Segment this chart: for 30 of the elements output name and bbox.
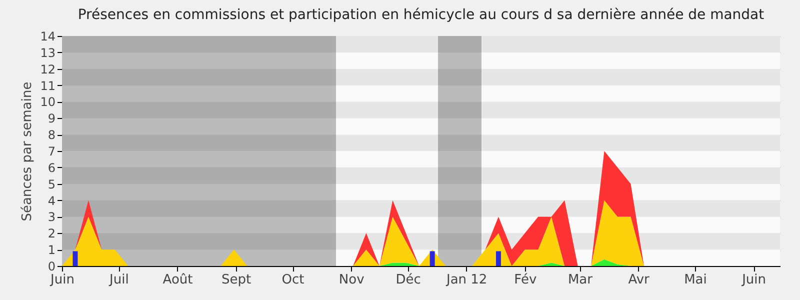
y-tick-label: 1 xyxy=(48,243,56,258)
y-tick-label: 8 xyxy=(48,128,56,142)
y-tick-label: 14 xyxy=(40,30,56,44)
x-tick-label: Avr xyxy=(628,272,650,288)
y-tick-label: 0 xyxy=(48,260,56,274)
y-tick-label: 3 xyxy=(48,210,56,224)
x-tick-label: Oct xyxy=(282,272,304,288)
y-tick-label: 6 xyxy=(48,160,56,175)
y-tick-label: 2 xyxy=(48,226,56,241)
x-tick-label: Mai xyxy=(684,272,707,288)
x-tick-label: Mar xyxy=(568,272,594,288)
x-tick-label: Juin xyxy=(741,272,766,288)
x-tick-label: Nov xyxy=(338,272,365,288)
x-tick-label: Juin xyxy=(50,272,74,288)
x-tick-label: Déc xyxy=(396,272,421,288)
x-tick-label: Sept xyxy=(222,272,252,288)
y-tick-label: 13 xyxy=(40,46,56,60)
y-tick-label: 4 xyxy=(48,194,56,208)
x-tick-label: Jan 12 xyxy=(445,272,488,288)
y-tick-label: 7 xyxy=(48,144,56,158)
y-tick-label: 10 xyxy=(40,95,56,110)
x-tick-label: Juil xyxy=(108,272,129,288)
y-tick-label: 5 xyxy=(48,177,56,192)
x-tick-label: Fév xyxy=(514,272,537,288)
y-tick-label: 12 xyxy=(40,62,56,76)
y-tick-label: 9 xyxy=(48,112,56,126)
chart-title: Présences en commissions et participation en hémicycle au cours d sa dernière année de mandat xyxy=(78,7,765,23)
y-tick-label: 11 xyxy=(40,78,56,93)
x-tick-label: Août xyxy=(162,272,193,288)
y-axis-title: Séances par semaine xyxy=(20,82,36,222)
